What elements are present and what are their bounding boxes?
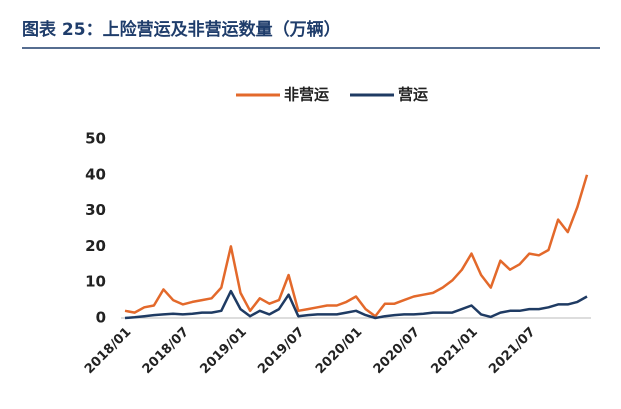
- x-tick-label: 2021/01: [428, 325, 480, 377]
- y-tick-label: 0: [96, 309, 106, 327]
- x-tick-label: 2018/07: [140, 325, 192, 377]
- x-tick-label: 2021/07: [486, 325, 538, 377]
- x-tick-label: 2020/01: [313, 325, 365, 377]
- x-tick-label: 2019/07: [255, 325, 307, 377]
- series-line: [124, 174, 589, 318]
- legend-label: 营运: [398, 86, 428, 104]
- y-tick-label: 30: [85, 201, 106, 219]
- x-tick-label: 2020/07: [371, 325, 423, 377]
- legend-label: 非营运: [284, 86, 329, 104]
- x-tick-label: 2019/01: [197, 325, 249, 377]
- x-tick-label: 2018/01: [82, 325, 134, 377]
- y-tick-label: 40: [85, 165, 106, 183]
- y-tick-label: 50: [85, 130, 106, 148]
- chart-title: 图表 25：上险营运及非营运数量（万辆）: [22, 19, 341, 40]
- y-tick-label: 10: [85, 273, 106, 291]
- y-tick-label: 20: [85, 237, 106, 255]
- series-line: [124, 289, 588, 320]
